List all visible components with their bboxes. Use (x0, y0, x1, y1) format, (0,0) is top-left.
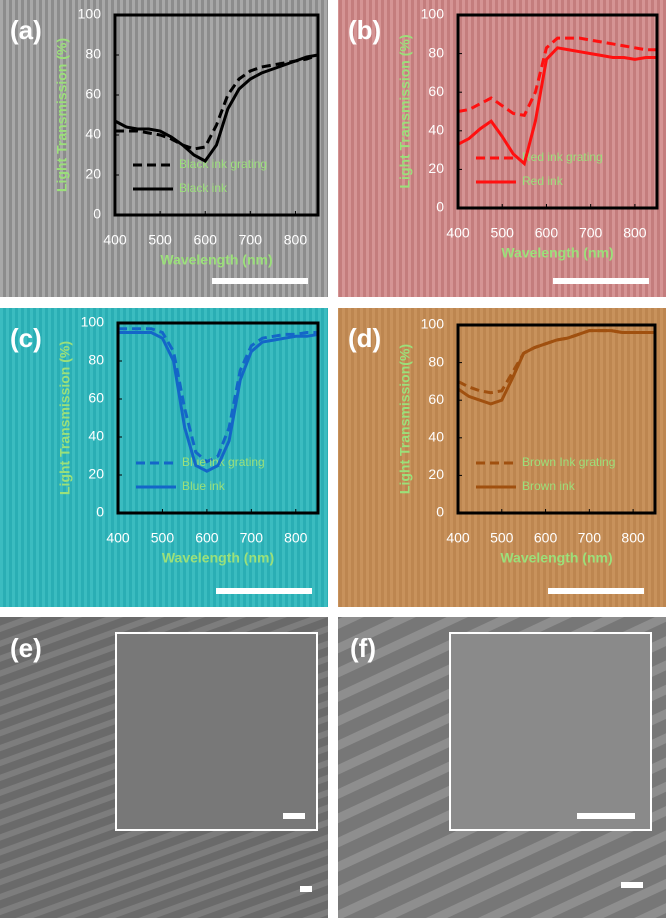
panel-label: (f) (350, 633, 376, 663)
y-tick-label: 0 (96, 504, 104, 520)
x-tick-label: 700 (240, 530, 264, 546)
scale-bar (577, 813, 635, 819)
x-tick-label: 500 (491, 225, 515, 241)
series-line (457, 329, 655, 406)
panel-bg (338, 308, 666, 607)
x-axis-label: Wavelength (nm) (162, 550, 274, 566)
scale-bar (216, 588, 312, 594)
scale-bar (553, 278, 649, 284)
x-tick-label: 700 (239, 232, 263, 248)
x-tick-label: 600 (534, 530, 558, 546)
x-tick-label: 700 (578, 530, 602, 546)
y-tick-label: 60 (88, 390, 104, 406)
y-tick-label: 80 (85, 46, 101, 62)
y-tick-label: 100 (421, 6, 445, 22)
y-tick-label: 0 (436, 504, 444, 520)
series-line (457, 329, 655, 395)
series-line (457, 46, 657, 167)
x-tick-label: 400 (103, 232, 127, 248)
panel-bg (0, 0, 328, 297)
plot-frame (456, 13, 659, 210)
x-tick-label: 400 (446, 530, 470, 546)
y-tick-label: 40 (88, 428, 104, 444)
scale-bar (300, 886, 312, 892)
series-line (114, 53, 319, 163)
y-tick-label: 20 (88, 466, 104, 482)
scale-bar (212, 278, 308, 284)
legend-label: Red ink (522, 174, 564, 188)
y-tick-label: 100 (78, 6, 102, 22)
y-tick-label: 40 (428, 429, 444, 445)
y-tick-label: 60 (85, 86, 101, 102)
panel-label: (a) (10, 15, 42, 45)
scale-bar (621, 882, 643, 888)
series-line (115, 53, 319, 151)
y-tick-label: 60 (428, 83, 444, 99)
y-tick-label: 100 (421, 316, 445, 332)
y-tick-label: 20 (428, 160, 444, 176)
inset (115, 632, 318, 831)
series-line (118, 327, 318, 464)
legend-label: Blue ink grating (182, 455, 265, 469)
y-tick-label: 0 (93, 206, 101, 222)
x-tick-label: 800 (284, 530, 308, 546)
inset (449, 632, 652, 831)
x-axis-label: Wavelength (nm) (500, 550, 612, 566)
y-tick-label: 80 (428, 44, 444, 60)
legend-label: Red ink grating (522, 150, 603, 164)
panel-label: (c) (10, 323, 42, 353)
x-tick-label: 700 (579, 225, 603, 241)
panel-label: (e) (10, 633, 42, 663)
x-tick-label: 500 (490, 530, 514, 546)
x-axis-label: Wavelength (nm) (501, 245, 613, 261)
series-line (457, 36, 657, 118)
x-tick-label: 600 (194, 232, 218, 248)
y-axis-label: Light Transmission (%) (54, 38, 70, 192)
y-tick-label: 40 (85, 126, 101, 142)
legend-label: Black ink (179, 181, 228, 195)
y-tick-label: 60 (428, 391, 444, 407)
legend-label: Blue ink (182, 479, 226, 493)
x-tick-label: 500 (151, 530, 175, 546)
legend-label: Brown Ink grating (522, 455, 615, 469)
y-tick-label: 20 (428, 466, 444, 482)
x-tick-label: 600 (195, 530, 219, 546)
y-tick-label: 40 (428, 122, 444, 138)
legend-label: Black ink grating (179, 157, 267, 171)
y-axis-label: Light Transmission (%) (57, 341, 73, 495)
y-axis-label: Light Transmission(%) (397, 344, 413, 494)
scale-bar (283, 813, 305, 819)
y-tick-label: 80 (88, 352, 104, 368)
x-tick-label: 800 (621, 530, 645, 546)
y-tick-label: 100 (81, 314, 105, 330)
y-tick-label: 20 (85, 166, 101, 182)
y-axis-label: Light Transmission (%) (397, 34, 413, 188)
panel-bg (338, 0, 666, 297)
y-tick-label: 0 (436, 199, 444, 215)
scale-bar (548, 588, 644, 594)
x-tick-label: 800 (284, 232, 308, 248)
y-tick-label: 80 (428, 353, 444, 369)
plot-frame (456, 323, 657, 515)
series-line (118, 331, 319, 473)
panel-bg (0, 308, 328, 607)
x-tick-label: 400 (446, 225, 470, 241)
x-tick-label: 500 (148, 232, 172, 248)
plot-frame (113, 13, 320, 217)
panel-label: (b) (348, 15, 381, 45)
legend-label: Brown ink (522, 479, 576, 493)
x-tick-label: 600 (535, 225, 559, 241)
x-tick-label: 800 (623, 225, 647, 241)
x-axis-label: Wavelength (nm) (160, 252, 272, 268)
panel-label: (d) (348, 323, 381, 353)
plot-frame (116, 321, 320, 515)
x-tick-label: 400 (106, 530, 130, 546)
